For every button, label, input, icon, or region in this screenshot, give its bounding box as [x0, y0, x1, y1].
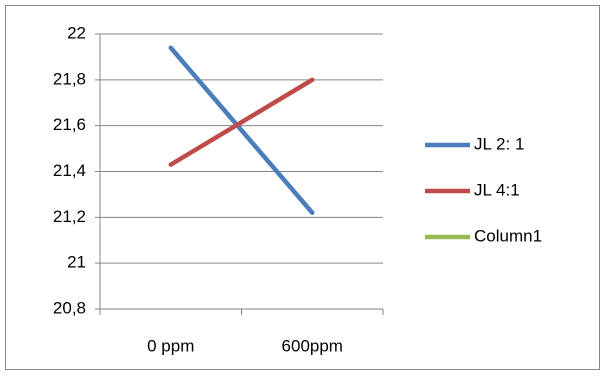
- y-tick-label: 21,4: [53, 161, 86, 180]
- x-tick-label: 0 ppm: [147, 336, 194, 355]
- y-tick-label: 21: [67, 253, 86, 272]
- y-tick-label: 22: [67, 23, 86, 42]
- x-tick-label: 600ppm: [282, 336, 343, 355]
- legend-label: JL 2: 1: [474, 134, 524, 153]
- y-tick-label: 21,2: [53, 207, 86, 226]
- series-line: [168, 77, 315, 167]
- y-tick-label: 20,8: [53, 298, 86, 317]
- legend-label: Column1: [474, 226, 542, 245]
- series-line: [168, 45, 315, 215]
- y-tick-label: 21,6: [53, 115, 86, 134]
- y-tick-label: 21,8: [53, 69, 86, 88]
- legend-label: JL 4:1: [474, 180, 520, 199]
